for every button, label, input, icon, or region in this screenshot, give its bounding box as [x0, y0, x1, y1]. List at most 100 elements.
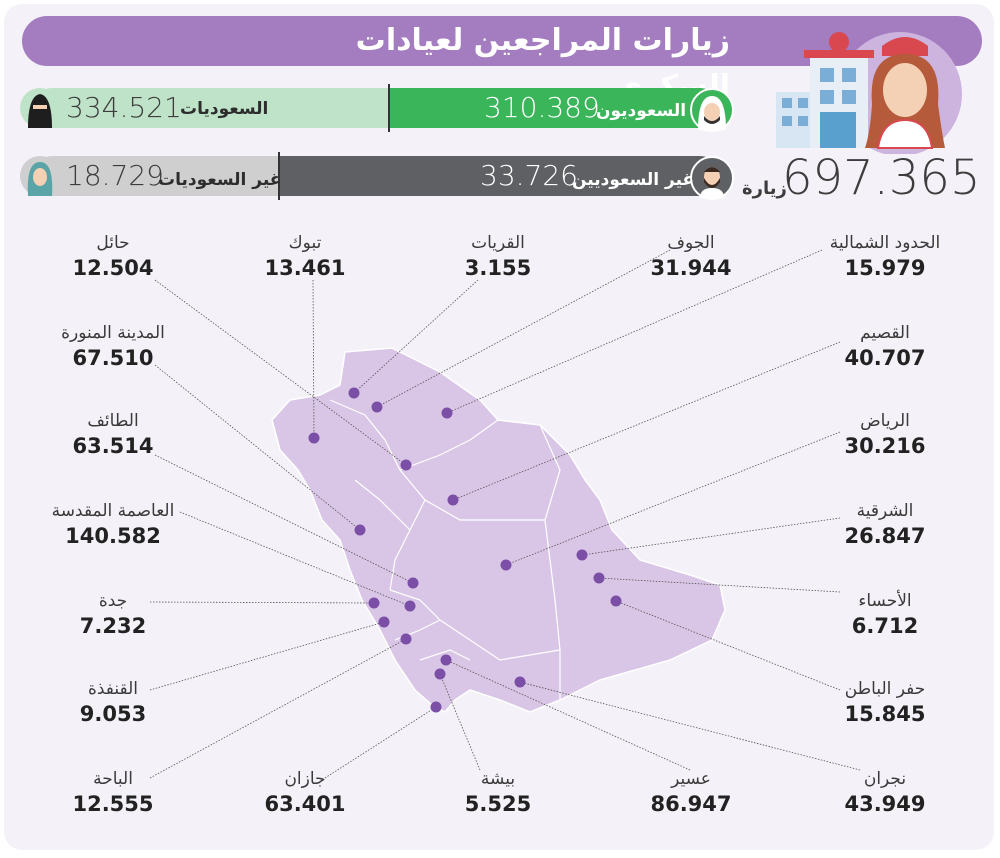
dot-qurayyat: [348, 387, 360, 399]
saudi-divider: [388, 84, 390, 132]
region-value: 9.053: [79, 702, 147, 726]
region-qunfudah: القنفذة 9.053: [28, 678, 198, 728]
region-value: 30.216: [844, 434, 926, 458]
saudi-female-label: السعوديات: [180, 99, 269, 119]
saudi-man-icon: [698, 96, 726, 130]
dot-taif: [407, 577, 419, 589]
dot-tabuk: [308, 432, 320, 444]
region-asir: عسير 86.947: [606, 768, 776, 818]
dot-madinah: [354, 524, 366, 536]
dot-jeddah: [368, 597, 380, 609]
dot-riyadh: [500, 559, 512, 571]
nonsaudi-male-value: 33.726: [480, 159, 578, 192]
nurse-face-icon: [883, 63, 927, 117]
map-shape: [271, 347, 726, 713]
dot-qunfudah: [378, 616, 390, 628]
leader-jazan: [324, 706, 437, 779]
saudi-male-bar: [390, 88, 720, 128]
leader-madinah: [154, 364, 361, 531]
nonsaudi-male-bar: [280, 156, 720, 196]
hospital-sign-icon: [829, 32, 849, 52]
bearded-man-icon: [700, 167, 724, 198]
leader-asir: [445, 659, 691, 771]
niqab-woman-icon: [28, 94, 52, 128]
saudi-male-value: 310.389: [484, 91, 600, 124]
region-northern-borders: الحدود الشمالية 15.979: [800, 232, 970, 282]
saudi-female-bar: [32, 88, 392, 128]
nonsaudi-female-value: 18.729: [66, 159, 164, 192]
region-name: الحدود الشمالية: [829, 233, 941, 253]
dot-jouf: [371, 401, 383, 413]
region-value: 31.944: [650, 256, 732, 280]
region-value: 140.582: [65, 524, 161, 548]
dot-najran: [514, 676, 526, 688]
region-value: 63.401: [264, 792, 346, 816]
region-value: 6.712: [851, 614, 919, 638]
region-name: الطائف: [87, 411, 139, 431]
region-value: 67.510: [72, 346, 154, 370]
region-name: الرياض: [860, 411, 910, 431]
dot-northern: [441, 407, 453, 419]
saudi-male-label: السعوديون: [596, 101, 687, 121]
region-name: المدينة المنورة: [61, 323, 165, 343]
saudi-female-avatar: [20, 88, 60, 128]
region-name: حائل: [96, 233, 130, 253]
region-name: جدة: [98, 591, 128, 611]
region-name: جازان: [284, 769, 326, 789]
region-name: تبوك: [288, 233, 322, 253]
region-jouf: الجوف 31.944: [606, 232, 776, 282]
leader-ahsa: [598, 577, 841, 593]
leader-bisha: [439, 673, 481, 771]
leader-hail: [154, 279, 407, 466]
saudi-male-avatar: [690, 88, 734, 132]
region-value: 5.525: [464, 792, 532, 816]
region-name: القنفذة: [87, 679, 139, 699]
region-madinah: المدينة المنورة 67.510: [28, 322, 198, 372]
leader-taif: [154, 454, 414, 584]
region-name: الباحة: [93, 769, 133, 789]
region-qassim: القصيم 40.707: [800, 322, 970, 372]
leader-makkah: [179, 511, 411, 607]
region-value: 40.707: [844, 346, 926, 370]
nurse-cap-icon: [882, 37, 928, 56]
dot-hail: [400, 459, 412, 471]
region-value: 7.232: [79, 614, 147, 638]
leader-baha: [149, 638, 407, 779]
region-value: 63.514: [72, 434, 154, 458]
region-name: الجوف: [667, 233, 715, 253]
region-makkah: العاصمة المقدسة 140.582: [28, 500, 198, 550]
region-value: 86.947: [650, 792, 732, 816]
dot-eastern: [576, 549, 588, 561]
leader-qassim: [452, 341, 841, 501]
dot-baha: [400, 633, 412, 645]
total-visits-unit: زيارة: [742, 178, 787, 199]
dot-bisha: [434, 668, 446, 680]
region-value: 43.949: [844, 792, 926, 816]
leader-northern: [446, 249, 823, 414]
clinic-illustration: [776, 32, 962, 154]
nonsaudi-divider: [278, 152, 280, 200]
region-eastern: الشرقية 26.847: [800, 500, 970, 550]
region-name: القريات: [471, 233, 525, 253]
region-value: 26.847: [844, 524, 926, 548]
dot-qassim: [447, 494, 459, 506]
region-name: عسير: [671, 769, 711, 789]
region-name: حفر الباطن: [844, 679, 926, 699]
region-hafr-albatin: حفر الباطن 15.845: [800, 678, 970, 728]
leader-qurayyat: [353, 279, 479, 394]
region-taif: الطائف 63.514: [28, 410, 198, 460]
nonsaudi-female-label: غير السعوديات: [158, 170, 282, 190]
dot-jazan: [430, 701, 442, 713]
dot-asir: [440, 654, 452, 666]
dot-ahsa: [593, 572, 605, 584]
leader-lines: [149, 249, 861, 779]
region-dots: [308, 387, 622, 713]
region-name: نجران: [863, 769, 907, 789]
region-name: الشرقية: [856, 501, 914, 521]
leader-eastern: [581, 517, 841, 556]
region-value: 12.555: [72, 792, 154, 816]
region-jeddah: جدة 7.232: [28, 590, 198, 640]
leader-jouf: [376, 249, 671, 408]
region-baha: الباحة 12.555: [28, 768, 198, 818]
